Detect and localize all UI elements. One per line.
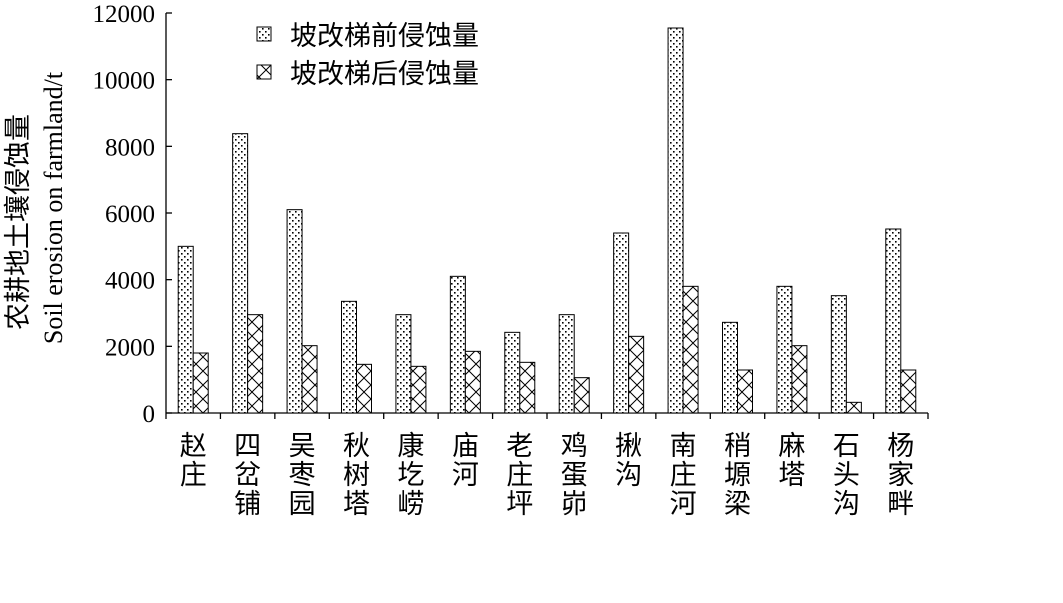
x-tick-label: 麻塔	[778, 431, 805, 490]
bar-after	[845, 401, 862, 414]
bar-before	[395, 314, 412, 414]
bar-before	[830, 295, 847, 414]
bar-before	[613, 232, 630, 414]
bar-after	[410, 365, 427, 414]
legend: 坡改梯前侵蚀量 坡改梯后侵蚀量	[256, 21, 479, 89]
y-tick-label: 8000	[105, 134, 155, 161]
legend-label-after: 坡改梯后侵蚀量	[290, 59, 479, 89]
y-axis-label: 农耕地土壤侵蚀量 Soil erosion on farmland/t	[3, 71, 68, 344]
x-tick-label: 康圪崂	[397, 431, 424, 519]
y-tick-label: 0	[143, 401, 156, 428]
bar-after	[682, 285, 699, 414]
y-ticks: 0 2000 4000 6000 8000 10000 12000	[93, 1, 172, 428]
bar-before	[177, 245, 194, 414]
x-tick-label: 稍塬梁	[724, 431, 751, 519]
x-tick-label: 石头沟	[833, 431, 860, 519]
legend-label-before: 坡改梯前侵蚀量	[290, 21, 479, 51]
bar-before	[722, 321, 738, 414]
x-tick-label: 揪沟	[615, 431, 642, 490]
y-axis-label-cn: 农耕地土壤侵蚀量	[3, 114, 33, 330]
bar-before	[885, 228, 902, 414]
bar-before	[341, 300, 357, 414]
y-tick-label: 10000	[93, 68, 156, 95]
bar-after	[192, 352, 209, 414]
y-axis-label-en: Soil erosion on farmland/t	[39, 71, 68, 344]
y-tick-label: 2000	[105, 334, 155, 361]
bar-after	[628, 335, 645, 414]
bar-after	[464, 350, 481, 414]
bar-before	[449, 275, 466, 414]
bar-after	[900, 369, 917, 414]
bar-before	[286, 209, 303, 414]
x-tick-label: 秋树塔	[343, 431, 370, 519]
bar-before	[232, 133, 249, 414]
legend-swatch-after	[256, 64, 272, 80]
bar-after	[247, 314, 264, 414]
bar-before	[558, 314, 575, 414]
y-tick-label: 4000	[105, 268, 155, 295]
bar-before	[667, 27, 684, 414]
x-tick-label: 赵庄	[180, 431, 207, 490]
y-tick-label: 12000	[93, 1, 156, 28]
bars	[177, 27, 917, 414]
y-tick-label: 6000	[105, 201, 155, 228]
bar-after	[519, 361, 536, 414]
x-tick-label: 鸡蛋峁	[561, 431, 588, 519]
x-tick-label: 庙河	[452, 431, 479, 490]
x-tick-label: 四岔铺	[234, 431, 261, 519]
x-tick-label: 南庄河	[670, 431, 697, 519]
bar-after	[356, 363, 372, 414]
bar-before	[504, 331, 521, 414]
bar-before	[776, 285, 793, 414]
axes	[165, 13, 929, 419]
bar-after	[737, 369, 753, 414]
x-tick-label: 老庄坪	[506, 431, 533, 519]
bar-after	[791, 345, 808, 414]
legend-swatch-before	[256, 26, 272, 42]
x-tick-label: 杨家畔	[887, 431, 914, 519]
bar-after	[301, 345, 318, 414]
x-tick-label: 吴枣园	[289, 431, 316, 519]
bar-after	[573, 377, 590, 414]
